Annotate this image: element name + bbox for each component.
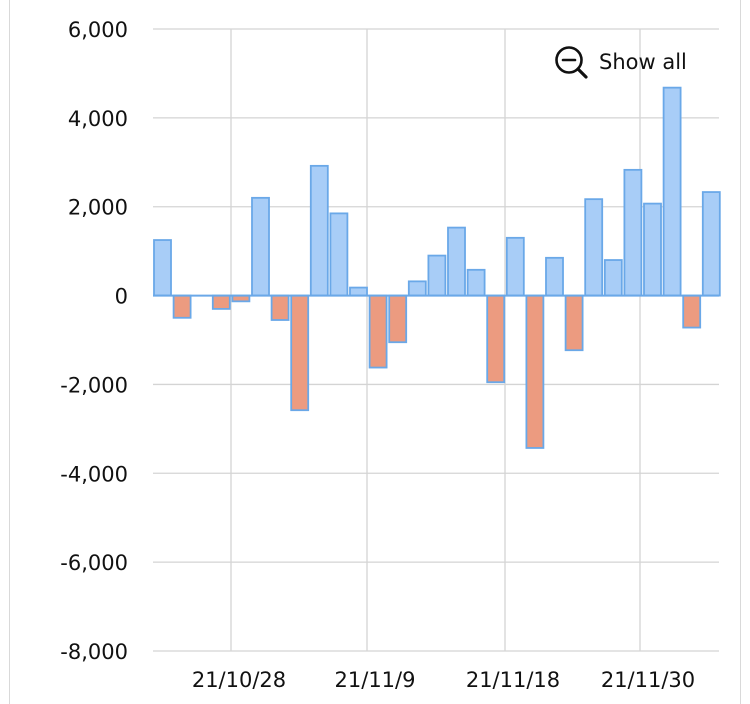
frame-right-border (740, 0, 741, 704)
bar-positive[interactable] (407, 280, 427, 297)
bar-positive[interactable] (349, 286, 368, 297)
bar-positive[interactable] (447, 226, 466, 297)
x-tick-label: 21/11/30 (601, 668, 695, 692)
bar-negative[interactable] (172, 294, 192, 319)
y-tick-label: -4,000 (60, 462, 128, 486)
bar-positive[interactable] (623, 168, 643, 297)
y-tick-label: 2,000 (68, 196, 128, 220)
bar-positive[interactable] (427, 254, 447, 297)
y-tick-label: -8,000 (60, 640, 128, 664)
x-tick-label: 21/11/18 (466, 668, 560, 692)
y-axis-labels: 6,000 4,000 2,000 0 -2,000 -4,000 -6,000 -8,000 (60, 18, 128, 664)
bar-layer (153, 86, 721, 449)
y-tick-label: 0 (115, 285, 128, 309)
bar-negative[interactable] (525, 294, 545, 449)
bar-positive[interactable] (329, 212, 349, 297)
bar-positive[interactable] (662, 86, 682, 297)
zoom-out-icon (555, 46, 588, 79)
x-axis-labels: 21/10/28 21/11/9 21/11/18 21/11/30 (192, 668, 695, 692)
bar-negative[interactable] (564, 294, 584, 352)
bar-positive[interactable] (643, 202, 662, 297)
bar-positive[interactable] (251, 196, 270, 297)
bar-negative[interactable] (486, 294, 506, 384)
bar-positive[interactable] (701, 191, 721, 297)
bar-positive[interactable] (466, 268, 486, 297)
bar-positive[interactable] (584, 198, 604, 297)
x-tick-label: 21/10/28 (192, 668, 286, 692)
x-tick-label: 21/11/9 (335, 668, 416, 692)
bar-positive[interactable] (505, 236, 525, 297)
show-all-label: Show all (599, 50, 687, 74)
bar-positive[interactable] (545, 256, 564, 297)
bar-positive[interactable] (309, 164, 329, 297)
bar-positive[interactable] (153, 239, 172, 297)
bar-negative[interactable] (270, 294, 290, 321)
bar-negative[interactable] (211, 294, 231, 310)
y-tick-label: 4,000 (68, 107, 128, 131)
bar-positive[interactable] (603, 259, 623, 297)
frame-left-border (9, 0, 10, 704)
bar-negative[interactable] (682, 294, 702, 329)
bar-negative[interactable] (388, 294, 408, 344)
bar-negative[interactable] (368, 294, 388, 369)
show-all-button[interactable]: Show all (553, 44, 687, 80)
y-tick-label: -6,000 (60, 551, 128, 575)
bar-negative[interactable] (290, 294, 310, 412)
grid-layer (153, 28, 719, 652)
y-tick-label: 6,000 (68, 18, 128, 42)
y-tick-label: -2,000 (60, 373, 128, 397)
